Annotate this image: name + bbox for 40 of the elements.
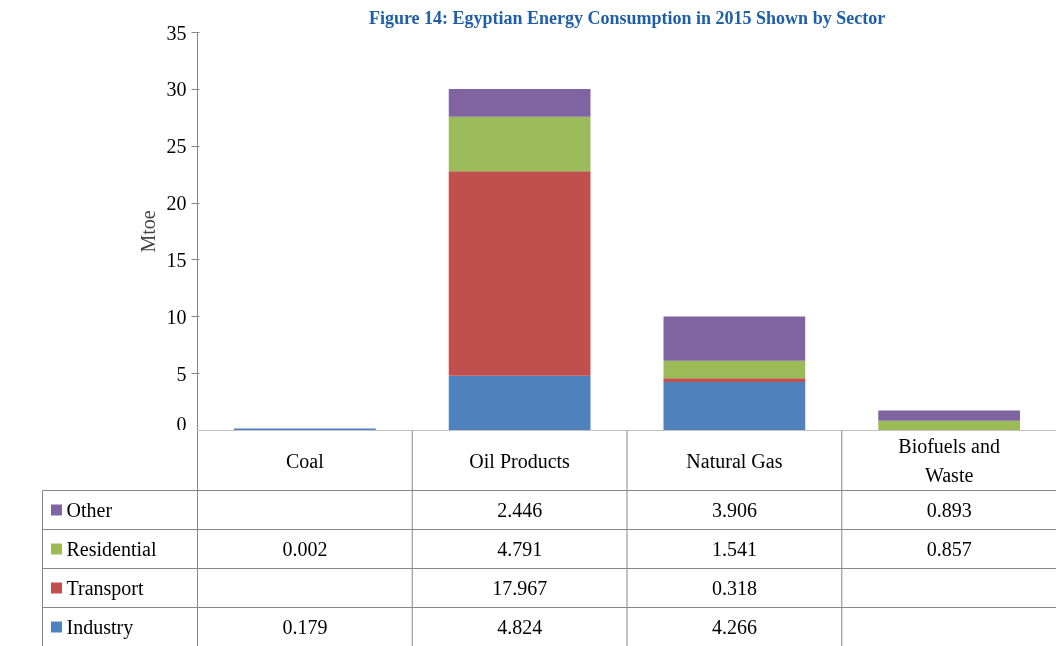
data-label: 4.824 [497, 616, 543, 638]
data-label: 4.791 [497, 538, 543, 560]
data-label: 17.967 [492, 577, 548, 599]
y-tick-label: 25 [166, 135, 187, 158]
chart-title: Figure 14: Egyptian Energy Consumption in 2015 Shown by Sector [368, 7, 886, 28]
y-tick-label: 30 [166, 78, 187, 101]
bar [663, 360, 806, 379]
data-label: 0.002 [282, 538, 328, 560]
data-label: 0.318 [711, 577, 757, 599]
y-tick-label: 35 [166, 21, 187, 44]
y-tick-label: 5 [176, 362, 187, 385]
y-tick-label: 0 [176, 412, 187, 435]
legend-label: Residential [66, 538, 157, 560]
y-axis-title: Mtoe [136, 210, 159, 253]
data-label: 0.857 [926, 538, 972, 560]
legend-label: Industry [66, 616, 134, 639]
bar [663, 378, 806, 382]
x-tick-label: Biofuels and Waste [898, 435, 1000, 486]
data-label: 2.446 [497, 499, 543, 521]
bar [878, 410, 1020, 421]
legend-label: Transport [66, 577, 144, 600]
bar [663, 381, 806, 430]
y-tick-label: 10 [166, 305, 187, 328]
data-label: 4.266 [711, 616, 757, 638]
y-tick-label: 20 [166, 192, 187, 215]
bar [878, 420, 1020, 430]
x-tick-label: Natural Gas [686, 449, 783, 472]
data-label: 0.893 [926, 499, 972, 521]
data-label: 3.906 [711, 499, 757, 521]
bar [448, 375, 591, 430]
x-tick-label: Coal [285, 449, 325, 472]
bar [448, 89, 591, 117]
data-label: 1.541 [711, 538, 757, 560]
y-tick-label: 15 [166, 248, 187, 271]
bar [448, 171, 591, 376]
x-tick-label: Oil Products [469, 449, 571, 472]
bar [448, 116, 591, 172]
legend-label: Other [66, 499, 113, 521]
bar [663, 316, 806, 361]
data-label: 0.179 [282, 616, 328, 638]
